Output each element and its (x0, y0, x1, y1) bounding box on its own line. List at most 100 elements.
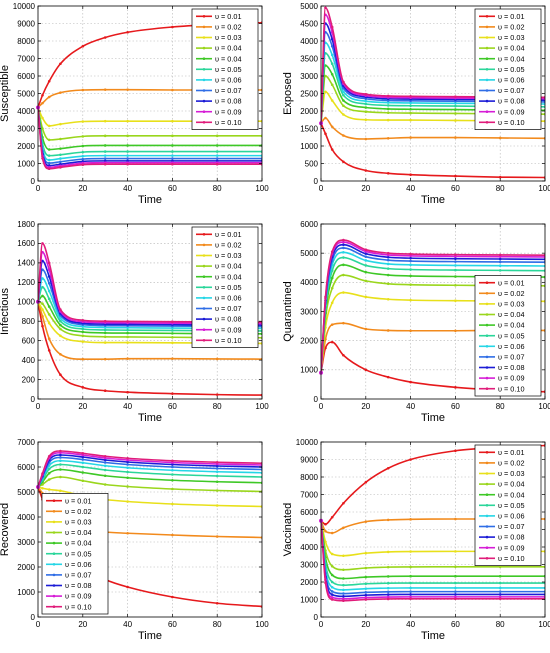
series-marker (126, 157, 129, 160)
series-marker (215, 480, 219, 484)
series-marker (342, 93, 345, 97)
series-marker (386, 518, 390, 522)
legend-marker (52, 573, 56, 577)
series-marker (103, 150, 107, 153)
y-tick-label: 7000 (17, 54, 35, 63)
series-marker (330, 53, 334, 57)
legend-marker (202, 317, 206, 321)
legend-marker (485, 504, 489, 507)
series-marker (324, 116, 327, 120)
series-marker (171, 335, 174, 339)
series-marker (215, 535, 219, 538)
series-line-2 (38, 301, 262, 360)
x-tick-label: 0 (319, 620, 324, 629)
series-marker (330, 99, 334, 102)
series-marker (126, 341, 129, 344)
series-marker (342, 526, 345, 530)
legend-entry-label: υ = 0.10 (498, 118, 525, 127)
series-marker (59, 334, 62, 338)
series-marker (171, 468, 174, 472)
series-marker (386, 255, 390, 259)
series-marker (41, 308, 44, 311)
series-marker (342, 595, 345, 598)
y-tick-label: 6000 (300, 220, 318, 229)
y-tick-label: 0 (314, 613, 319, 622)
legend-entry-label: υ = 0.03 (65, 518, 92, 527)
series-marker (126, 326, 129, 330)
y-tick-label: 10000 (296, 438, 319, 447)
series-marker (330, 323, 334, 326)
series-marker (126, 134, 129, 138)
legend-marker (202, 14, 206, 18)
series-marker (330, 44, 334, 48)
series-marker (41, 302, 44, 306)
legend-marker (485, 89, 489, 92)
legend: υ = 0.01 υ = 0.02υ = 0.03 υ = 0.04υ = 0.04… (191, 226, 259, 348)
series-marker (59, 327, 62, 331)
series-marker (454, 449, 457, 453)
series-marker (386, 466, 390, 470)
series-marker (59, 91, 62, 94)
series-marker (47, 268, 51, 271)
series-marker (59, 317, 62, 320)
legend-marker (485, 121, 489, 124)
legend-entry-label: υ = 0.06 (65, 560, 92, 569)
series-marker (409, 595, 412, 599)
series-marker (126, 476, 129, 480)
series-marker (103, 461, 107, 464)
series-marker (409, 581, 412, 585)
series-marker (409, 111, 412, 115)
y-tick-label: 7000 (17, 438, 35, 447)
y-tick-label: 1000 (17, 588, 35, 597)
legend-entry-label: υ = 0.04 (498, 310, 525, 319)
series-marker (41, 285, 44, 289)
series-marker (364, 598, 368, 601)
series-marker (171, 502, 174, 506)
series-marker (409, 593, 412, 596)
legend-entry-label: υ = 0.08 (215, 97, 242, 106)
y-tick-label: 800 (22, 317, 36, 326)
series-marker (498, 253, 502, 257)
series-line-5 (38, 468, 262, 488)
series-marker (330, 585, 334, 589)
series-line-4 (321, 520, 545, 571)
series-marker (171, 134, 174, 138)
series-marker (498, 565, 502, 569)
series-marker (103, 357, 107, 361)
series-marker (81, 479, 85, 483)
series-marker (103, 88, 107, 91)
series-marker (81, 465, 85, 469)
series-marker (364, 99, 368, 103)
legend: υ = 0.01 υ = 0.02υ = 0.03 υ = 0.04υ = 0.04… (474, 8, 542, 130)
series-marker (330, 531, 334, 535)
y-tick-label: 1800 (17, 220, 35, 229)
y-tick-label: 4000 (300, 37, 318, 46)
series-marker (81, 150, 85, 154)
series-marker (364, 102, 368, 106)
series-marker (409, 118, 412, 122)
legend-marker (202, 89, 206, 92)
series-marker (47, 349, 51, 352)
series-marker (171, 88, 174, 92)
series-marker (454, 590, 457, 593)
legend-entry-label: υ = 0.04 (215, 262, 242, 271)
y-tick-label: 4000 (300, 543, 318, 552)
x-tick-label: 80 (496, 184, 505, 193)
x-axis-label: Time (421, 194, 445, 206)
series-marker (454, 119, 457, 122)
legend-marker (202, 243, 206, 247)
series-marker (454, 253, 457, 256)
series-marker (171, 595, 174, 599)
series-marker (386, 107, 390, 111)
series-marker (215, 393, 219, 396)
x-tick-label: 0 (319, 402, 324, 411)
legend-marker (485, 78, 489, 82)
series-marker (330, 72, 334, 76)
legend-entry-label: υ = 0.04 (215, 54, 242, 63)
legend-marker (202, 36, 206, 39)
series-marker (342, 240, 345, 244)
series-line-1 (321, 122, 545, 179)
series-line-7 (38, 107, 262, 161)
series-marker (364, 582, 368, 586)
